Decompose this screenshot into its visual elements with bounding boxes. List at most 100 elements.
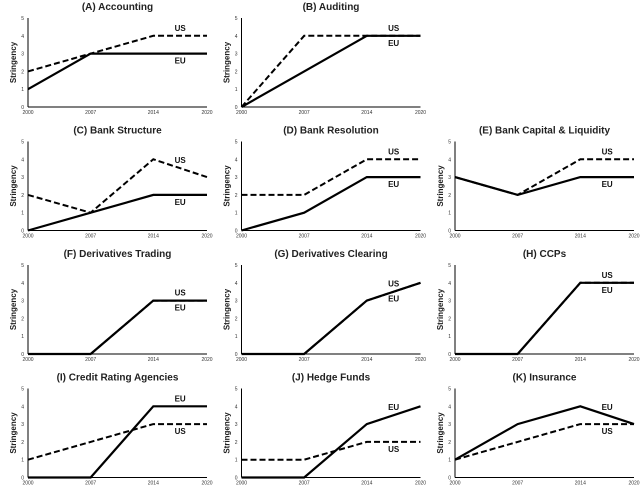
panel-title: (C) Bank Structure — [73, 126, 162, 137]
series-label-us: US — [602, 427, 614, 436]
series-label-eu: EU — [388, 180, 399, 189]
y-tick-label: 1 — [21, 458, 24, 464]
x-tick-label: 2014 — [575, 357, 586, 363]
series-label-us: US — [388, 445, 400, 454]
panel-9: (J) Hedge Funds Stringency 0 1 2 3 4 5 2000 2007 2… — [223, 373, 427, 487]
x-tick-label: 2014 — [361, 357, 372, 363]
y-tick-label: 5 — [235, 140, 238, 146]
y-axis-label: Stringency — [436, 412, 445, 454]
series-line-us — [27, 158, 208, 214]
y-tick-label: 2 — [21, 193, 24, 199]
x-tick-label: 2000 — [449, 234, 460, 240]
y-tick-label: 1 — [21, 211, 24, 217]
x-tick-label: 2020 — [201, 481, 212, 487]
y-tick-label: 4 — [21, 34, 24, 40]
y-tick-label: 1 — [235, 211, 238, 217]
x-tick-label: 2007 — [299, 357, 310, 363]
y-tick-label: 3 — [235, 422, 238, 428]
panel-0: (A) Accounting Stringency 0 1 2 3 4 5 2000 2007 20… — [9, 2, 213, 116]
x-tick-label: 2014 — [148, 357, 159, 363]
y-axis-label: Stringency — [223, 165, 232, 207]
x-tick-label: 2007 — [85, 110, 96, 116]
series-line-eu — [28, 299, 207, 356]
x-tick-label: 2020 — [201, 234, 212, 240]
series-line-eu — [455, 281, 634, 356]
y-tick-label: 0 — [235, 105, 238, 111]
y-tick-label: 3 — [448, 175, 451, 181]
x-tick-label: 2007 — [85, 357, 96, 363]
y-tick-label: 1 — [235, 334, 238, 340]
y-tick-label: 5 — [235, 387, 238, 393]
series-line-eu — [28, 405, 207, 479]
series-label-eu: EU — [388, 403, 399, 412]
y-tick-label: 5 — [21, 16, 24, 22]
series-label-us: US — [602, 147, 614, 156]
y-tick-label: 3 — [21, 175, 24, 181]
x-tick-label: 2000 — [22, 357, 33, 363]
series-label-eu: EU — [602, 403, 613, 412]
y-tick-label: 2 — [448, 440, 451, 446]
x-tick-label: 2014 — [361, 234, 372, 240]
panel-title: (H) CCPs — [523, 249, 567, 260]
x-tick-label: 2014 — [361, 110, 372, 116]
y-tick-label: 5 — [21, 387, 24, 393]
y-tick-label: 3 — [448, 299, 451, 305]
y-tick-label: 1 — [448, 458, 451, 464]
x-tick-label: 2000 — [236, 110, 247, 116]
panel-7: (H) CCPs Stringency 0 1 2 3 4 5 2000 2007 2014 2020… — [436, 249, 640, 363]
y-axis-label: Stringency — [9, 412, 18, 454]
series-line-us — [27, 34, 207, 73]
y-axis-label: Stringency — [223, 412, 232, 454]
series-label-eu: EU — [175, 57, 186, 66]
y-tick-label: 3 — [235, 175, 238, 181]
series-label-us: US — [388, 147, 400, 156]
y-tick-label: 4 — [235, 281, 238, 287]
y-tick-label: 0 — [235, 229, 238, 235]
panel-6: (G) Derivatives Clearing Stringency 0 1 2 3 4 5… — [223, 249, 427, 363]
x-tick-label: 2000 — [236, 481, 247, 487]
y-tick-label: 4 — [448, 281, 451, 287]
y-tick-label: 2 — [448, 193, 451, 199]
series-line-us — [241, 158, 421, 196]
y-tick-label: 1 — [448, 334, 451, 340]
x-tick-label: 2007 — [85, 234, 96, 240]
y-tick-label: 0 — [21, 229, 24, 235]
y-axis-label: Stringency — [9, 165, 18, 207]
series-line-eu — [454, 176, 634, 197]
panel-5: (F) Derivatives Trading Stringency 0 1 2 3 4 5 2… — [9, 249, 213, 363]
y-tick-label: 0 — [235, 476, 238, 482]
y-tick-label: 0 — [21, 352, 24, 358]
x-tick-label: 2014 — [148, 234, 159, 240]
y-tick-label: 0 — [235, 352, 238, 358]
y-tick-label: 3 — [235, 299, 238, 305]
x-tick-label: 2020 — [628, 357, 639, 363]
series-line-eu — [454, 405, 635, 461]
series-line-us — [454, 423, 634, 461]
y-tick-label: 2 — [235, 316, 238, 322]
x-tick-label: 2014 — [148, 110, 159, 116]
y-tick-label: 0 — [448, 352, 451, 358]
series-label-eu: EU — [388, 295, 399, 304]
y-axis-label: Stringency — [436, 288, 445, 330]
y-tick-label: 4 — [235, 34, 238, 40]
x-tick-label: 2000 — [22, 481, 33, 487]
x-tick-label: 2000 — [22, 234, 33, 240]
panel-title: (G) Derivatives Clearing — [274, 249, 387, 260]
x-tick-label: 2020 — [415, 481, 426, 487]
series-label-us: US — [388, 24, 400, 33]
y-axis-label: Stringency — [9, 41, 18, 83]
x-tick-label: 2007 — [85, 481, 96, 487]
y-tick-label: 1 — [235, 458, 238, 464]
y-axis-label: Stringency — [223, 288, 232, 330]
x-tick-label: 2014 — [575, 234, 586, 240]
y-tick-label: 2 — [21, 69, 24, 75]
y-tick-label: 4 — [21, 281, 24, 287]
x-tick-label: 2020 — [415, 110, 426, 116]
y-tick-label: 1 — [235, 87, 238, 93]
panel-8: (I) Credit Rating Agencies Stringency 0 1 2 3… — [9, 373, 213, 487]
series-line-eu — [27, 52, 207, 91]
panel-4: (E) Bank Capital & Liquidity Stringency 0 1… — [436, 126, 640, 240]
series-line-eu — [241, 281, 421, 356]
panel-title: (F) Derivatives Trading — [64, 249, 172, 260]
x-tick-label: 2014 — [575, 481, 586, 487]
